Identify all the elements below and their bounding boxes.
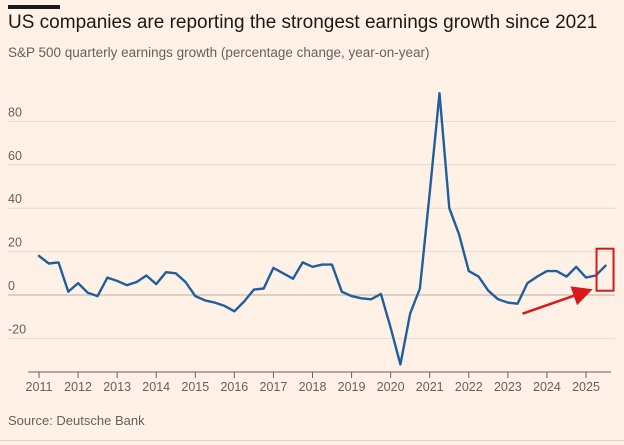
x-tick-label: 2018 bbox=[299, 380, 327, 394]
x-tick-label: 2021 bbox=[416, 380, 444, 394]
x-tick-label: 2017 bbox=[260, 380, 288, 394]
x-tick-label: 2015 bbox=[181, 380, 209, 394]
y-tick-label: -20 bbox=[8, 322, 26, 336]
x-tick-label: 2024 bbox=[533, 380, 561, 394]
x-tick-label: 2012 bbox=[64, 380, 92, 394]
y-tick-label: 80 bbox=[8, 105, 22, 119]
x-tick-label: 2022 bbox=[455, 380, 483, 394]
highlight-box bbox=[595, 247, 615, 292]
title-accent-rule bbox=[8, 5, 60, 9]
y-tick-label: 0 bbox=[8, 279, 15, 293]
x-tick-label: 2011 bbox=[26, 380, 53, 394]
annotation-arrow bbox=[522, 286, 593, 315]
x-tick-label: 2013 bbox=[103, 380, 131, 394]
x-tick-label: 2020 bbox=[377, 380, 405, 394]
footer-divider bbox=[0, 440, 624, 441]
y-tick-label: 40 bbox=[8, 192, 22, 206]
x-tick-label: 2023 bbox=[494, 380, 522, 394]
chart-title: US companies are reporting the strongest… bbox=[8, 12, 598, 33]
x-tick-label: 2014 bbox=[142, 380, 170, 394]
series-line bbox=[37, 91, 607, 366]
x-tick-label: 2019 bbox=[338, 380, 366, 394]
x-tick-label: 2025 bbox=[572, 380, 600, 394]
x-tick-label: 2016 bbox=[220, 380, 248, 394]
y-tick-label: 20 bbox=[8, 236, 22, 250]
source-note: Source: Deutsche Bank bbox=[8, 413, 145, 428]
chart-subtitle: S&P 500 quarterly earnings growth (perce… bbox=[8, 45, 430, 60]
y-tick-label: 60 bbox=[8, 149, 22, 163]
